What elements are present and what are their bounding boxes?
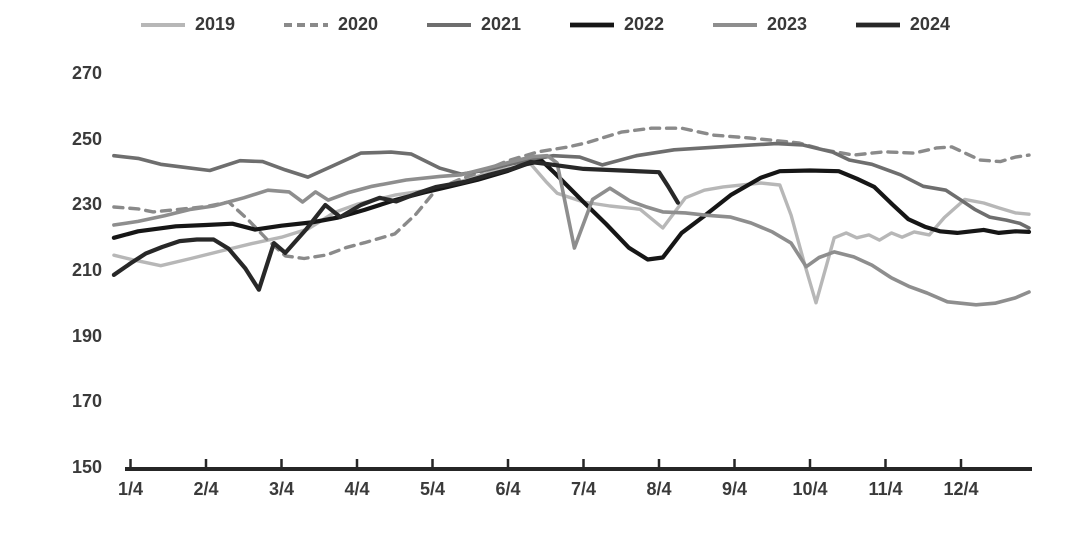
x-tick-label: 3/4 — [268, 479, 295, 499]
legend-label-2019: 2019 — [195, 14, 236, 34]
legend-line-sample-2020 — [283, 22, 328, 27]
legend-label-2020: 2020 — [337, 14, 379, 34]
y-tick-label: 230 — [71, 194, 102, 215]
x-tick-label: 5/4 — [419, 479, 446, 499]
x-tick-label: 4/4 — [344, 479, 370, 499]
legend-line-sample-2023 — [712, 22, 757, 27]
chart-legend: 2019 2020 2021 2022 2023 2024 — [140, 14, 950, 35]
legend-item-2023: 2023 — [712, 14, 807, 35]
x-tick-label: 12/4 — [943, 479, 979, 499]
series-line-2022 — [111, 158, 1032, 262]
x-tick-label: 1/4 — [117, 479, 144, 499]
y-tick-label: 170 — [71, 391, 102, 412]
y-tick-label: 270 — [71, 63, 102, 83]
series-line-2023 — [112, 153, 1031, 307]
y-tick-label: 150 — [71, 457, 102, 477]
legend-item-2020: 2020 — [283, 14, 378, 35]
x-tick-label: 6/4 — [495, 479, 521, 499]
series-line-2021 — [112, 141, 1031, 230]
legend-item-2024: 2024 — [855, 14, 950, 35]
series-line-2024 — [111, 159, 681, 292]
legend-label-2022: 2022 — [623, 14, 664, 34]
legend-label-2024: 2024 — [909, 14, 950, 34]
y-tick-label: 250 — [71, 128, 102, 149]
legend-line-sample-2019 — [141, 22, 185, 27]
legend-item-2021: 2021 — [426, 14, 521, 35]
x-tick-label: 10/4 — [792, 479, 828, 499]
legend-label-2021: 2021 — [480, 14, 522, 34]
x-tick-label: 9/4 — [721, 479, 748, 499]
legend-item-2019: 2019 — [140, 14, 235, 35]
x-tick-label: 2/4 — [193, 479, 219, 499]
y-tick-label: 210 — [71, 260, 102, 280]
x-tick-label: 11/4 — [868, 479, 903, 499]
y-tick-label: 190 — [71, 325, 102, 346]
x-tick-label: 8/4 — [646, 479, 672, 499]
legend-item-2022: 2022 — [569, 14, 664, 35]
legend-line-sample-2022 — [569, 22, 614, 27]
legend-line-sample-2024 — [855, 22, 900, 27]
legend-line-sample-2021 — [426, 22, 471, 27]
legend-label-2023: 2023 — [766, 14, 807, 34]
series-line-2020 — [112, 126, 1031, 261]
x-tick-label: 7/4 — [570, 479, 597, 499]
